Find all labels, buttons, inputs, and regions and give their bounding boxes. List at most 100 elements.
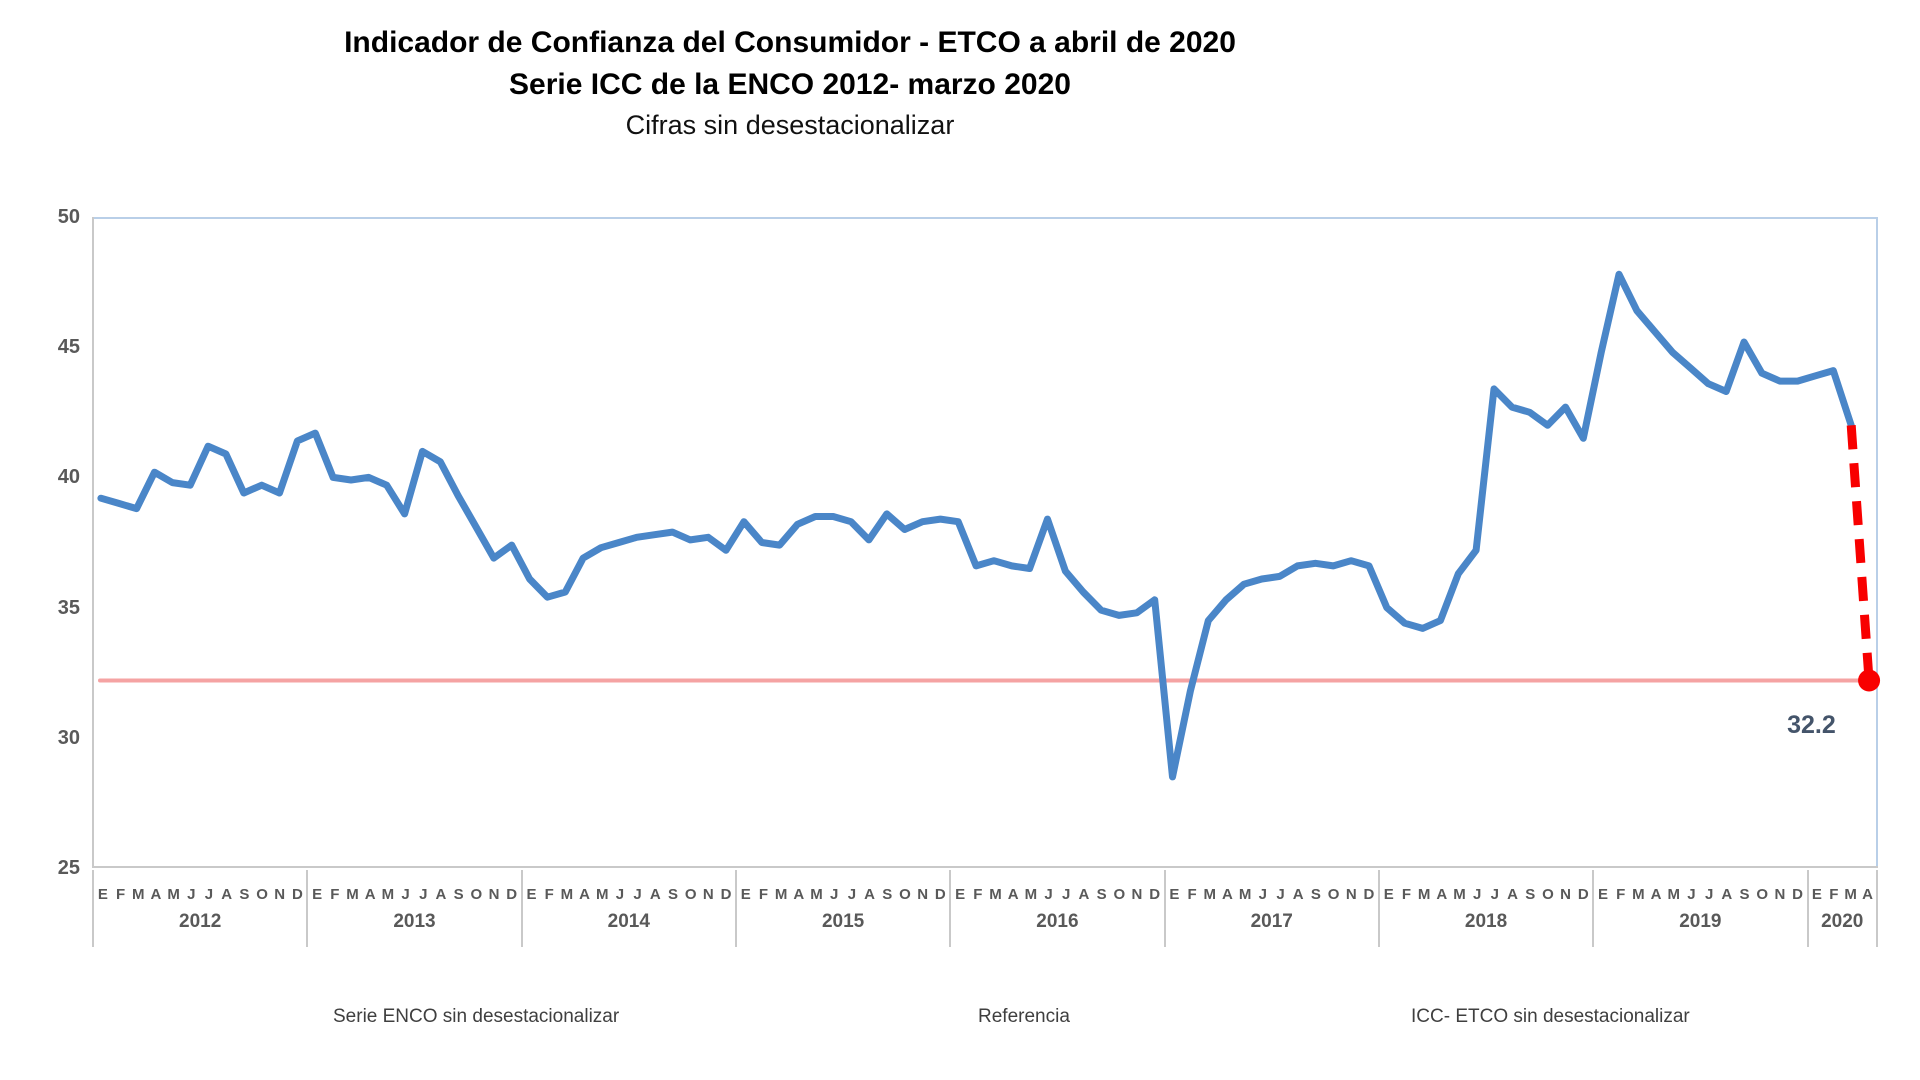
month-tick-label: M — [167, 885, 180, 903]
month-tick-label: A — [1507, 885, 1518, 903]
month-tick-label: A — [435, 885, 447, 903]
month-tick-label: A — [649, 885, 661, 903]
month-tick-label: O — [1113, 885, 1126, 903]
month-tick-label: N — [1774, 885, 1786, 903]
y-tick-label: 35 — [57, 596, 80, 619]
month-tick-label: A — [364, 885, 376, 903]
month-tick-label: M — [1632, 885, 1645, 903]
month-tick-label: D — [1792, 885, 1804, 903]
month-tick-label: J — [847, 885, 857, 903]
month-tick-label: A — [1436, 885, 1448, 903]
month-tick-label: J — [1472, 885, 1482, 903]
month-tick-label: M — [989, 885, 1002, 903]
month-tick-label: M — [1667, 885, 1681, 903]
month-tick-label: E — [526, 885, 537, 903]
legend-label-referencia: Referencia — [978, 1006, 1070, 1027]
month-tick-label: E — [740, 885, 751, 903]
year-tick-label: 2020 — [1821, 911, 1864, 932]
month-tick-label: M — [131, 885, 145, 903]
y-tick-label: 40 — [57, 466, 80, 489]
legend-item-enco: Serie ENCO sin desestacionalizar — [235, 1002, 619, 1032]
month-tick-label: M — [560, 885, 574, 903]
month-tick-label: F — [1187, 885, 1197, 903]
year-tick-label: 2015 — [821, 911, 865, 932]
month-tick-label: S — [1525, 885, 1536, 903]
month-tick-label: F — [544, 885, 554, 903]
month-tick-label: F — [1829, 885, 1839, 903]
month-tick-label: J — [401, 885, 410, 903]
month-tick-label: O — [1756, 885, 1769, 903]
month-tick-label: E — [1598, 885, 1609, 903]
month-tick-label: F — [330, 885, 340, 903]
month-tick-label: J — [1044, 885, 1053, 903]
month-tick-label: N — [917, 885, 929, 903]
month-tick-label: M — [1417, 885, 1431, 903]
legend-label-enco: Serie ENCO sin desestacionalizar — [333, 1006, 620, 1027]
legend-item-etco: ICC- ETCO sin desestacionalizar — [1385, 1002, 1690, 1032]
year-tick-label: 2018 — [1464, 911, 1508, 932]
year-tick-label: 2017 — [1250, 911, 1293, 932]
month-tick-label: J — [633, 885, 642, 903]
month-tick-label: N — [702, 885, 714, 903]
month-tick-label: M — [810, 885, 823, 903]
month-tick-label: M — [346, 885, 359, 903]
etco-point — [1858, 669, 1881, 692]
month-tick-label: O — [899, 885, 911, 903]
month-tick-label: M — [595, 885, 609, 903]
month-tick-label: A — [1222, 885, 1233, 903]
month-tick-label: F — [115, 885, 126, 903]
chart-note: Cifras sin desestacionalizar — [625, 110, 955, 140]
x-axis: E F M A M J J A S O N D 2012 E F M A M J J A S O N D 2013 E F M A M J J A… — [92, 870, 1878, 947]
month-tick-label: J — [1062, 885, 1071, 903]
month-tick-label: J — [1490, 885, 1500, 903]
month-tick-label: M — [1453, 885, 1466, 903]
month-tick-label: A — [150, 885, 162, 903]
month-tick-label: N — [1345, 885, 1357, 903]
etco-dashed-line — [1846, 425, 1874, 681]
x-axis-year-group: E F M A M J J A S O N D 2014 — [520, 870, 735, 947]
month-tick-label: M — [1024, 885, 1038, 903]
month-tick-label: S — [1310, 885, 1321, 903]
month-tick-label: A — [1650, 885, 1662, 903]
month-tick-label: M — [1238, 885, 1252, 903]
x-axis-year-group: E F M A M J J A S O N D 2017 — [1163, 870, 1378, 947]
chart-title-block: Indicador de Confianza del Consumidor - … — [0, 22, 1580, 144]
month-tick-label: A — [1078, 885, 1090, 903]
month-tick-label: A — [793, 885, 805, 903]
enco-series-line — [97, 270, 1855, 781]
x-axis-year-group: E F M A M J J A S O N D 2019 — [1592, 870, 1806, 947]
month-tick-label: J — [204, 885, 214, 903]
y-tick-label: 25 — [57, 857, 80, 879]
month-tick-label: D — [1149, 885, 1161, 903]
month-tick-label: M — [381, 885, 395, 903]
year-tick-label: 2012 — [179, 911, 222, 932]
x-axis-year-group: E F M A M J J A S O N D 2012 — [92, 870, 306, 947]
month-tick-label: D — [1577, 885, 1589, 903]
month-tick-label: F — [758, 885, 769, 903]
x-axis-year-group: E F M A M J J A S O N D 2018 — [1377, 870, 1592, 947]
month-tick-label: M — [1203, 885, 1217, 903]
x-axis-year-group: E F M A M J J A S O N D 2015 — [734, 870, 949, 947]
month-tick-label: S — [239, 885, 250, 903]
month-tick-label: D — [506, 885, 518, 903]
month-tick-label: J — [1704, 885, 1714, 903]
month-tick-label: J — [187, 885, 196, 903]
month-tick-label: D — [1363, 885, 1375, 903]
month-tick-label: E — [97, 885, 108, 903]
month-tick-label: M — [1844, 885, 1857, 903]
month-tick-label: J — [1687, 885, 1696, 903]
chart-subtitle: Serie ICC de la ENCO 2012- marzo 2020 — [509, 68, 1071, 101]
month-tick-label: J — [419, 885, 428, 903]
enco-line-swatch — [235, 1013, 321, 1021]
month-tick-label: N — [1131, 885, 1143, 903]
month-tick-label: S — [882, 885, 893, 903]
month-tick-label: N — [488, 885, 500, 903]
month-tick-label: A — [864, 885, 876, 903]
month-tick-label: J — [615, 885, 625, 903]
month-tick-label: D — [720, 885, 732, 903]
